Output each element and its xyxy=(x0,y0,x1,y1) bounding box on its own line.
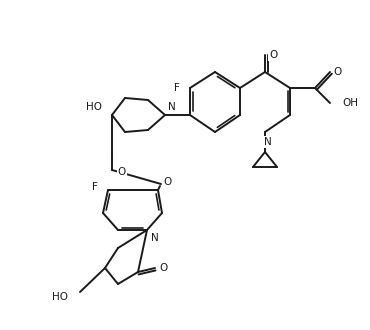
Text: O: O xyxy=(334,67,342,77)
Text: F: F xyxy=(174,83,180,93)
Text: N: N xyxy=(168,102,176,112)
Text: F: F xyxy=(92,182,98,192)
Text: O: O xyxy=(269,50,277,60)
Text: HO: HO xyxy=(86,102,102,112)
Text: OH: OH xyxy=(342,98,358,108)
Text: O: O xyxy=(159,263,167,273)
Text: N: N xyxy=(264,137,272,147)
Text: O: O xyxy=(164,177,172,187)
Text: N: N xyxy=(151,233,159,243)
Text: O: O xyxy=(118,167,126,177)
Text: HO: HO xyxy=(52,292,68,302)
